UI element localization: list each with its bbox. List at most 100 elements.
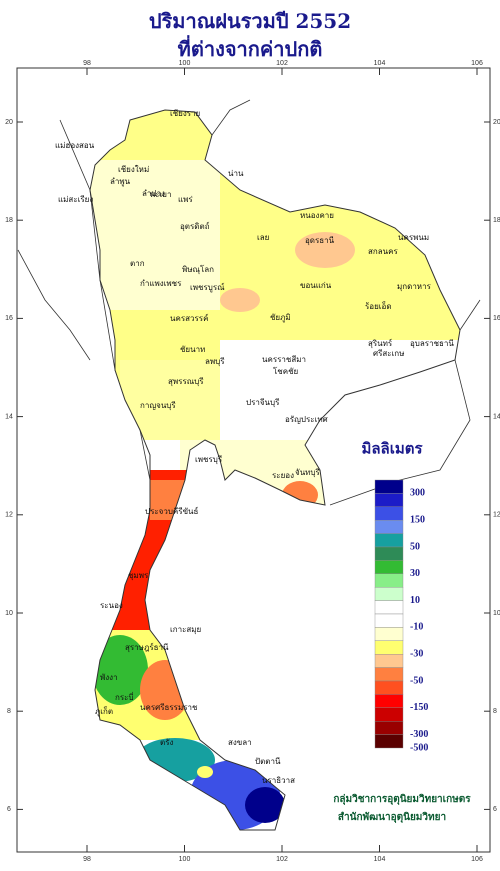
legend-label: -10 [410,622,423,633]
place-label: กำแพงเพชร [140,279,182,288]
place-label: มุกดาหาร [397,282,432,291]
legend-label: 50 [410,541,420,552]
title: ปริมาณฝนรวมปี 2552 [149,9,351,33]
place-label: ชัยภูมิ [270,313,291,323]
x-tick-label: 104 [374,60,386,67]
place-label: ลพบุรี [205,357,225,366]
y-tick-label: 20 [5,119,13,126]
y-tick-label: 16 [493,315,500,322]
place-label: ขอนแก่น [300,281,332,290]
place-label: พิษณุโลก [182,264,214,274]
place-label: สกลนคร [368,247,398,256]
place-label: อุตรดิตถ์ [180,221,210,231]
place-label: กาญจนบุรี [140,401,176,410]
place-label: ร้อยเอ็ด [365,301,392,311]
legend-swatch [374,520,404,534]
place-label: พะเยา [150,190,171,199]
place-label: ระนอง [100,601,123,610]
x-tick-label: 102 [276,856,288,863]
legend-swatch [374,721,404,735]
legend-swatch [374,707,404,722]
place-label: นครราชสีมา [262,355,306,364]
y-tick-label: 10 [493,610,500,617]
x-tick-label: 98 [83,60,91,67]
y-tick-label: 16 [5,315,13,322]
legend-swatch [374,667,404,682]
y-tick-label: 12 [5,512,13,519]
place-label: จันทบุรี [295,468,321,477]
legend-swatch [374,587,404,601]
x-tick-label: 100 [179,60,191,67]
y-tick-label: 18 [493,217,500,224]
subtitle: ที่ต่างจากค่าปกติ [178,34,323,61]
legend-label: 150 [410,514,425,525]
y-tick-label: 14 [493,413,500,420]
x-tick-label: 106 [471,856,483,863]
place-label: ลำพูน [110,177,131,187]
place-label: กระบี่ [115,691,134,702]
place-label: เชียงราย [170,109,200,118]
place-label: อุบลราชธานี [410,339,454,348]
legend-swatch [374,734,404,749]
place-label: นราธิวาส [262,776,295,785]
y-tick-label: 10 [5,610,13,617]
place-label: สุพรรณบุรี [168,377,204,386]
place-label: ปราจีนบุรี [246,398,280,407]
country-outline [89,109,461,831]
place-label: สงขลา [228,738,252,747]
legend-swatch [374,479,404,494]
place-label: ประจวบคีรีขันธ์ [145,506,199,516]
place-label: อุดรธานี [305,236,335,245]
place-label: สุราษฎร์ธานี [125,642,169,652]
place-label: สุรินทร์ [368,338,393,348]
x-tick-label: 102 [276,60,288,67]
legend-swatch [374,694,404,709]
legend-swatch [374,654,404,668]
y-tick-label: 18 [5,217,13,224]
y-tick-label: 6 [7,806,11,813]
y-tick-label: 8 [493,708,497,715]
place-label: อรัญประเทศ [285,415,328,424]
place-label: ตรัง [160,738,173,747]
x-tick-label: 100 [179,856,191,863]
credit: สำนักพัฒนาอุตุนิยมวิทยา [338,811,446,823]
legend-label: 30 [410,568,420,579]
legend-title: มิลลิเมตร [361,439,423,457]
y-tick-label: 14 [5,413,13,420]
axis-ticks: 98 98 100 100 102 102 104 104 106 106 6 6 8 8 10 10 12 12… [5,60,500,863]
place-label: ตาก [130,259,145,268]
legend-swatch [374,493,404,507]
legend-label: 10 [410,595,420,606]
place-label: ศรีสะเกษ [373,349,404,358]
place-label: เชียงใหม่ [118,165,149,174]
y-tick-label: 12 [493,512,500,519]
legend-label: -30 [410,648,423,659]
y-tick-label: 20 [493,119,500,126]
legend-swatch [374,573,404,588]
place-label: น่าน [228,169,244,178]
legend-label: -150 [410,702,428,713]
place-label: นครสวรรค์ [170,313,208,323]
place-label: เพชรบุรี [195,455,223,464]
legend-swatch [374,640,404,655]
place-label: แม่สะเรียง [58,195,93,204]
x-tick-label: 104 [374,856,386,863]
legend-label: -300 [410,729,428,740]
legend-swatch [374,546,404,561]
place-label: ภูเก็ต [95,706,113,717]
legend-label: -50 [410,675,423,686]
place-label: ระยอง [272,471,294,480]
legend-label: 300 [410,488,425,499]
place-label: ปัตตานี [255,757,281,766]
place-label: ชัยนาท [180,345,205,354]
place-label: นครพนม [398,233,429,242]
legend-swatch [374,680,404,695]
legend-swatch [374,560,404,575]
place-label: ชุมพร [128,571,149,580]
place-label: เพชรบูรณ์ [190,282,225,293]
legend-swatch [374,613,404,628]
legend-swatch [374,600,404,615]
legend-swatch [374,533,404,548]
